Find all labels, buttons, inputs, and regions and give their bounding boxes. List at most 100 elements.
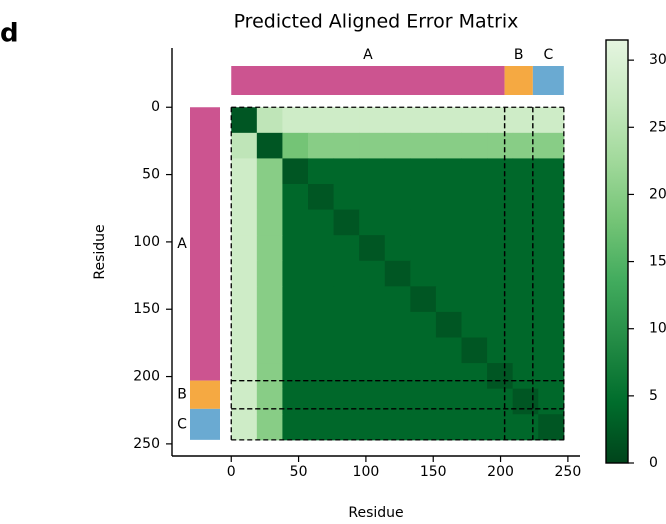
- heatmap-cell: [512, 286, 539, 313]
- heatmap-cell: [256, 337, 283, 364]
- heatmap-cell: [359, 286, 386, 313]
- heatmap-cell: [538, 235, 565, 262]
- heatmap-cell: [333, 209, 360, 236]
- heatmap-cell: [538, 184, 565, 211]
- heatmap-cell: [308, 107, 335, 134]
- heatmap-cell: [435, 132, 463, 159]
- heatmap-cell: [512, 132, 539, 159]
- heatmap-cell: [487, 363, 514, 390]
- heatmap-cell: [461, 209, 488, 236]
- heatmap-cell: [333, 311, 360, 339]
- heatmap-cell: [359, 235, 386, 262]
- x-tick-label: 250: [555, 464, 582, 480]
- heatmap-cell: [435, 286, 463, 313]
- heatmap-cell: [487, 235, 514, 262]
- heatmap-cell: [333, 388, 360, 415]
- x-tick-label: 100: [353, 464, 380, 480]
- chain-label-left: B: [177, 387, 187, 403]
- heatmap-cell: [282, 184, 309, 211]
- chain-bar-left: [190, 408, 220, 440]
- heatmap-cell: [461, 414, 488, 441]
- heatmap-cell: [231, 184, 258, 211]
- heatmap-cell: [512, 260, 539, 287]
- heatmap-cell: [384, 388, 411, 415]
- heatmap-cell: [256, 158, 283, 185]
- heatmap-cell: [231, 363, 258, 390]
- heatmap-cell: [410, 311, 437, 339]
- colorbar-tick-label: 20: [649, 186, 666, 202]
- heatmap-cell: [231, 311, 258, 339]
- heatmap-cell: [333, 158, 360, 185]
- chart-title: Predicted Aligned Error Matrix: [234, 11, 519, 33]
- heatmap-cell: [538, 414, 565, 441]
- heatmap-cell: [359, 337, 386, 364]
- chain-label-top: A: [363, 47, 373, 63]
- heatmap-cell: [282, 209, 309, 236]
- heatmap-cell: [359, 260, 386, 287]
- heatmap-cell: [512, 363, 539, 390]
- heatmap-cell: [282, 132, 309, 159]
- heatmap-cell: [282, 260, 309, 287]
- heatmap-cell: [461, 363, 488, 390]
- heatmap-cell: [512, 107, 539, 134]
- heatmap-cell: [359, 388, 386, 415]
- heatmap-cell: [231, 107, 258, 134]
- heatmap-cell: [256, 363, 283, 390]
- heatmap-cell: [282, 158, 309, 185]
- heatmap-cell: [359, 209, 386, 236]
- heatmap-cell: [435, 184, 463, 211]
- heatmap-cell: [461, 235, 488, 262]
- heatmap-cell: [435, 209, 463, 236]
- chain-bar-left: [190, 107, 220, 381]
- heatmap-cell: [282, 286, 309, 313]
- heatmap-cell: [461, 158, 488, 185]
- heatmap-cell: [410, 209, 437, 236]
- y-tick-label: 250: [133, 436, 160, 452]
- y-tick-label: 150: [133, 301, 160, 317]
- heatmap-cell: [231, 235, 258, 262]
- heatmap-cell: [359, 414, 386, 441]
- heatmap-cell: [461, 132, 488, 159]
- heatmap-cell: [256, 209, 283, 236]
- heatmap-cell: [384, 414, 411, 441]
- heatmap-cell: [461, 286, 488, 313]
- heatmap-cell: [435, 388, 463, 415]
- heatmap-cell: [461, 388, 488, 415]
- heatmap-cell: [461, 184, 488, 211]
- heatmap-cell: [538, 388, 565, 415]
- heatmap-cell: [410, 337, 437, 364]
- heatmap-cell: [333, 235, 360, 262]
- heatmap-cell: [308, 311, 335, 339]
- heatmap-cell: [461, 260, 488, 287]
- heatmap-cell: [359, 311, 386, 339]
- heatmap-cell: [256, 286, 283, 313]
- heatmap-cell: [384, 260, 411, 287]
- chain-bar-top: [532, 66, 564, 95]
- heatmap-cell: [308, 184, 335, 211]
- heatmap-cell: [333, 363, 360, 390]
- heatmap-cell: [538, 337, 565, 364]
- heatmap-cell: [435, 235, 463, 262]
- heatmap-cell: [487, 209, 514, 236]
- heatmap-cell: [282, 363, 309, 390]
- chain-label-left: C: [177, 416, 187, 432]
- heatmap-cell: [308, 414, 335, 441]
- heatmap-cell: [384, 311, 411, 339]
- heatmap-cell: [308, 363, 335, 390]
- heatmap-cell: [512, 158, 539, 185]
- heatmap-cell: [435, 260, 463, 287]
- heatmap-cell: [410, 260, 437, 287]
- heatmap-cell: [384, 158, 411, 185]
- heatmap-cell: [256, 132, 283, 159]
- colorbar-tick-label: 5: [649, 388, 658, 404]
- heatmap-cell: [410, 363, 437, 390]
- heatmap-cell: [435, 363, 463, 390]
- heatmap-cell: [461, 311, 488, 339]
- colorbar-tick-label: 15: [649, 254, 666, 270]
- heatmap-cell: [359, 363, 386, 390]
- heatmap-cell: [487, 184, 514, 211]
- x-tick-label: 0: [227, 464, 236, 480]
- heatmap-cell: [359, 184, 386, 211]
- x-axis-label: Residue: [348, 505, 403, 521]
- heatmap-cell: [487, 107, 514, 134]
